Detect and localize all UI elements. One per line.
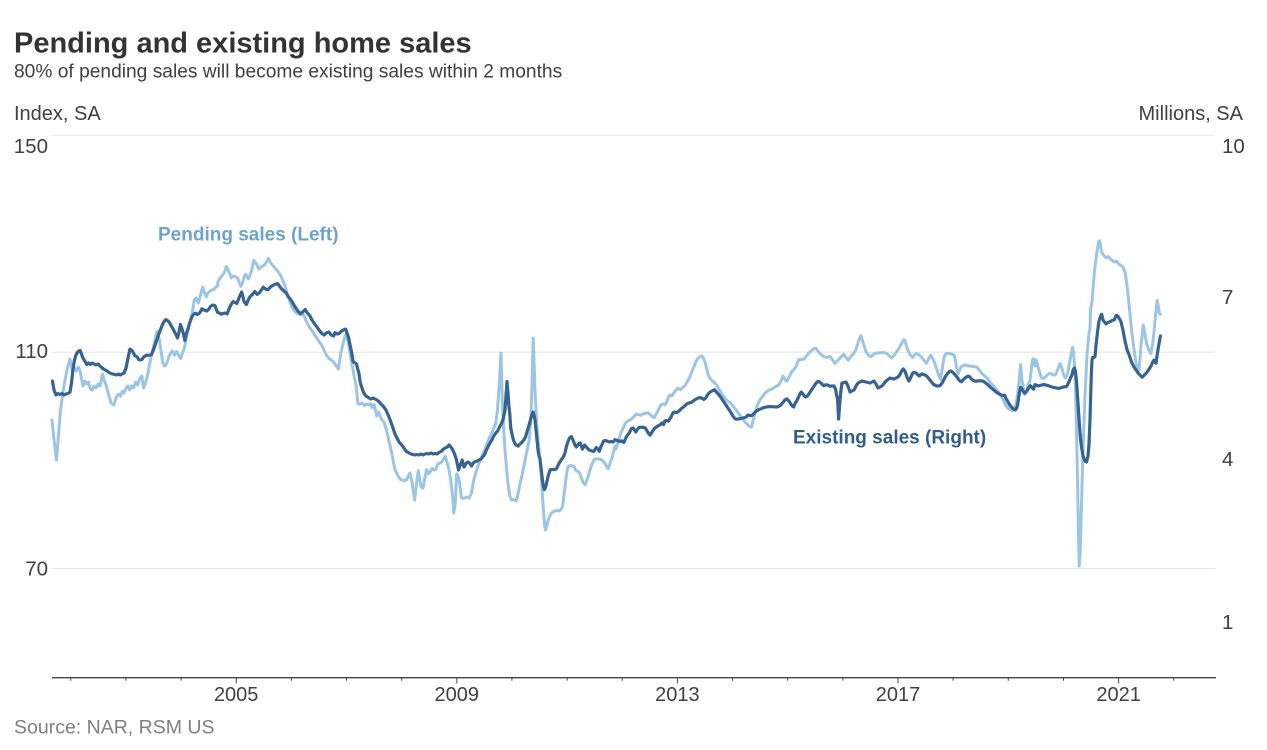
svg-text:70: 70 — [25, 558, 48, 581]
svg-text:2017: 2017 — [876, 684, 921, 706]
svg-text:110: 110 — [15, 340, 48, 363]
svg-text:1: 1 — [1222, 611, 1233, 634]
svg-text:80% of pending sales will beco: 80% of pending sales will become existin… — [14, 62, 562, 83]
svg-text:10: 10 — [1222, 135, 1245, 158]
svg-text:Source: NAR, RSM US: Source: NAR, RSM US — [14, 717, 214, 739]
svg-text:Millions, SA: Millions, SA — [1139, 103, 1244, 125]
svg-text:Index, SA: Index, SA — [14, 103, 101, 125]
svg-text:7: 7 — [1222, 286, 1233, 309]
svg-text:Pending and existing home sale: Pending and existing home sales — [14, 28, 472, 60]
svg-text:2009: 2009 — [435, 684, 480, 706]
svg-text:Pending sales (Left): Pending sales (Left) — [158, 225, 339, 246]
svg-text:150: 150 — [14, 135, 48, 158]
svg-text:2013: 2013 — [655, 684, 700, 706]
svg-text:4: 4 — [1222, 448, 1233, 471]
svg-text:2021: 2021 — [1096, 684, 1141, 706]
svg-text:2005: 2005 — [214, 684, 259, 706]
svg-text:Existing sales (Right): Existing sales (Right) — [793, 428, 986, 449]
